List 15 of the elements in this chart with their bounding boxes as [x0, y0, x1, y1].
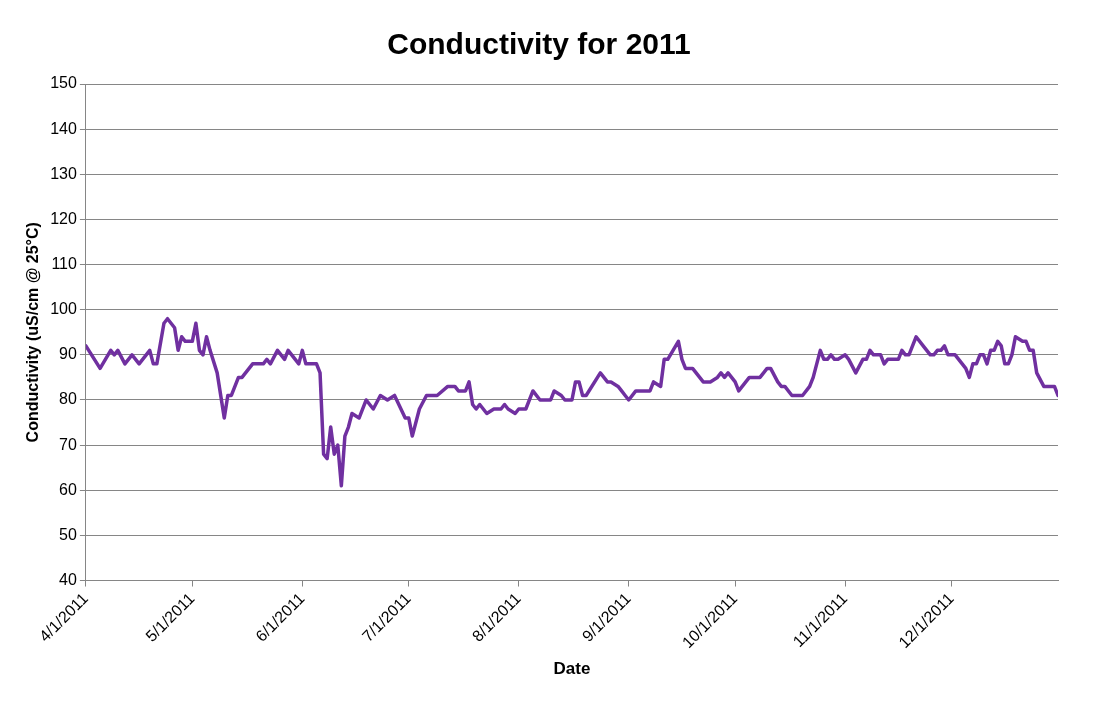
x-axis-title: Date	[553, 659, 591, 679]
y-tick-label: 150	[50, 74, 77, 92]
y-tick-label: 140	[50, 119, 77, 137]
y-tick-label: 90	[59, 345, 77, 363]
y-tick-label: 100	[50, 300, 77, 318]
chart-title: Conductivity for 2011	[387, 27, 691, 61]
y-tick-label: 40	[59, 570, 77, 588]
y-tick-label: 80	[59, 390, 77, 408]
y-tick-label: 120	[50, 209, 77, 227]
y-tick-label: 60	[59, 480, 77, 498]
y-tick-label: 110	[51, 254, 77, 272]
y-tick-label: 70	[59, 435, 77, 453]
y-tick-label: 50	[59, 525, 77, 543]
y-tick-label: 130	[50, 164, 77, 182]
y-axis-title: Conductivity (uS/cm @ 25°C)	[24, 222, 42, 443]
